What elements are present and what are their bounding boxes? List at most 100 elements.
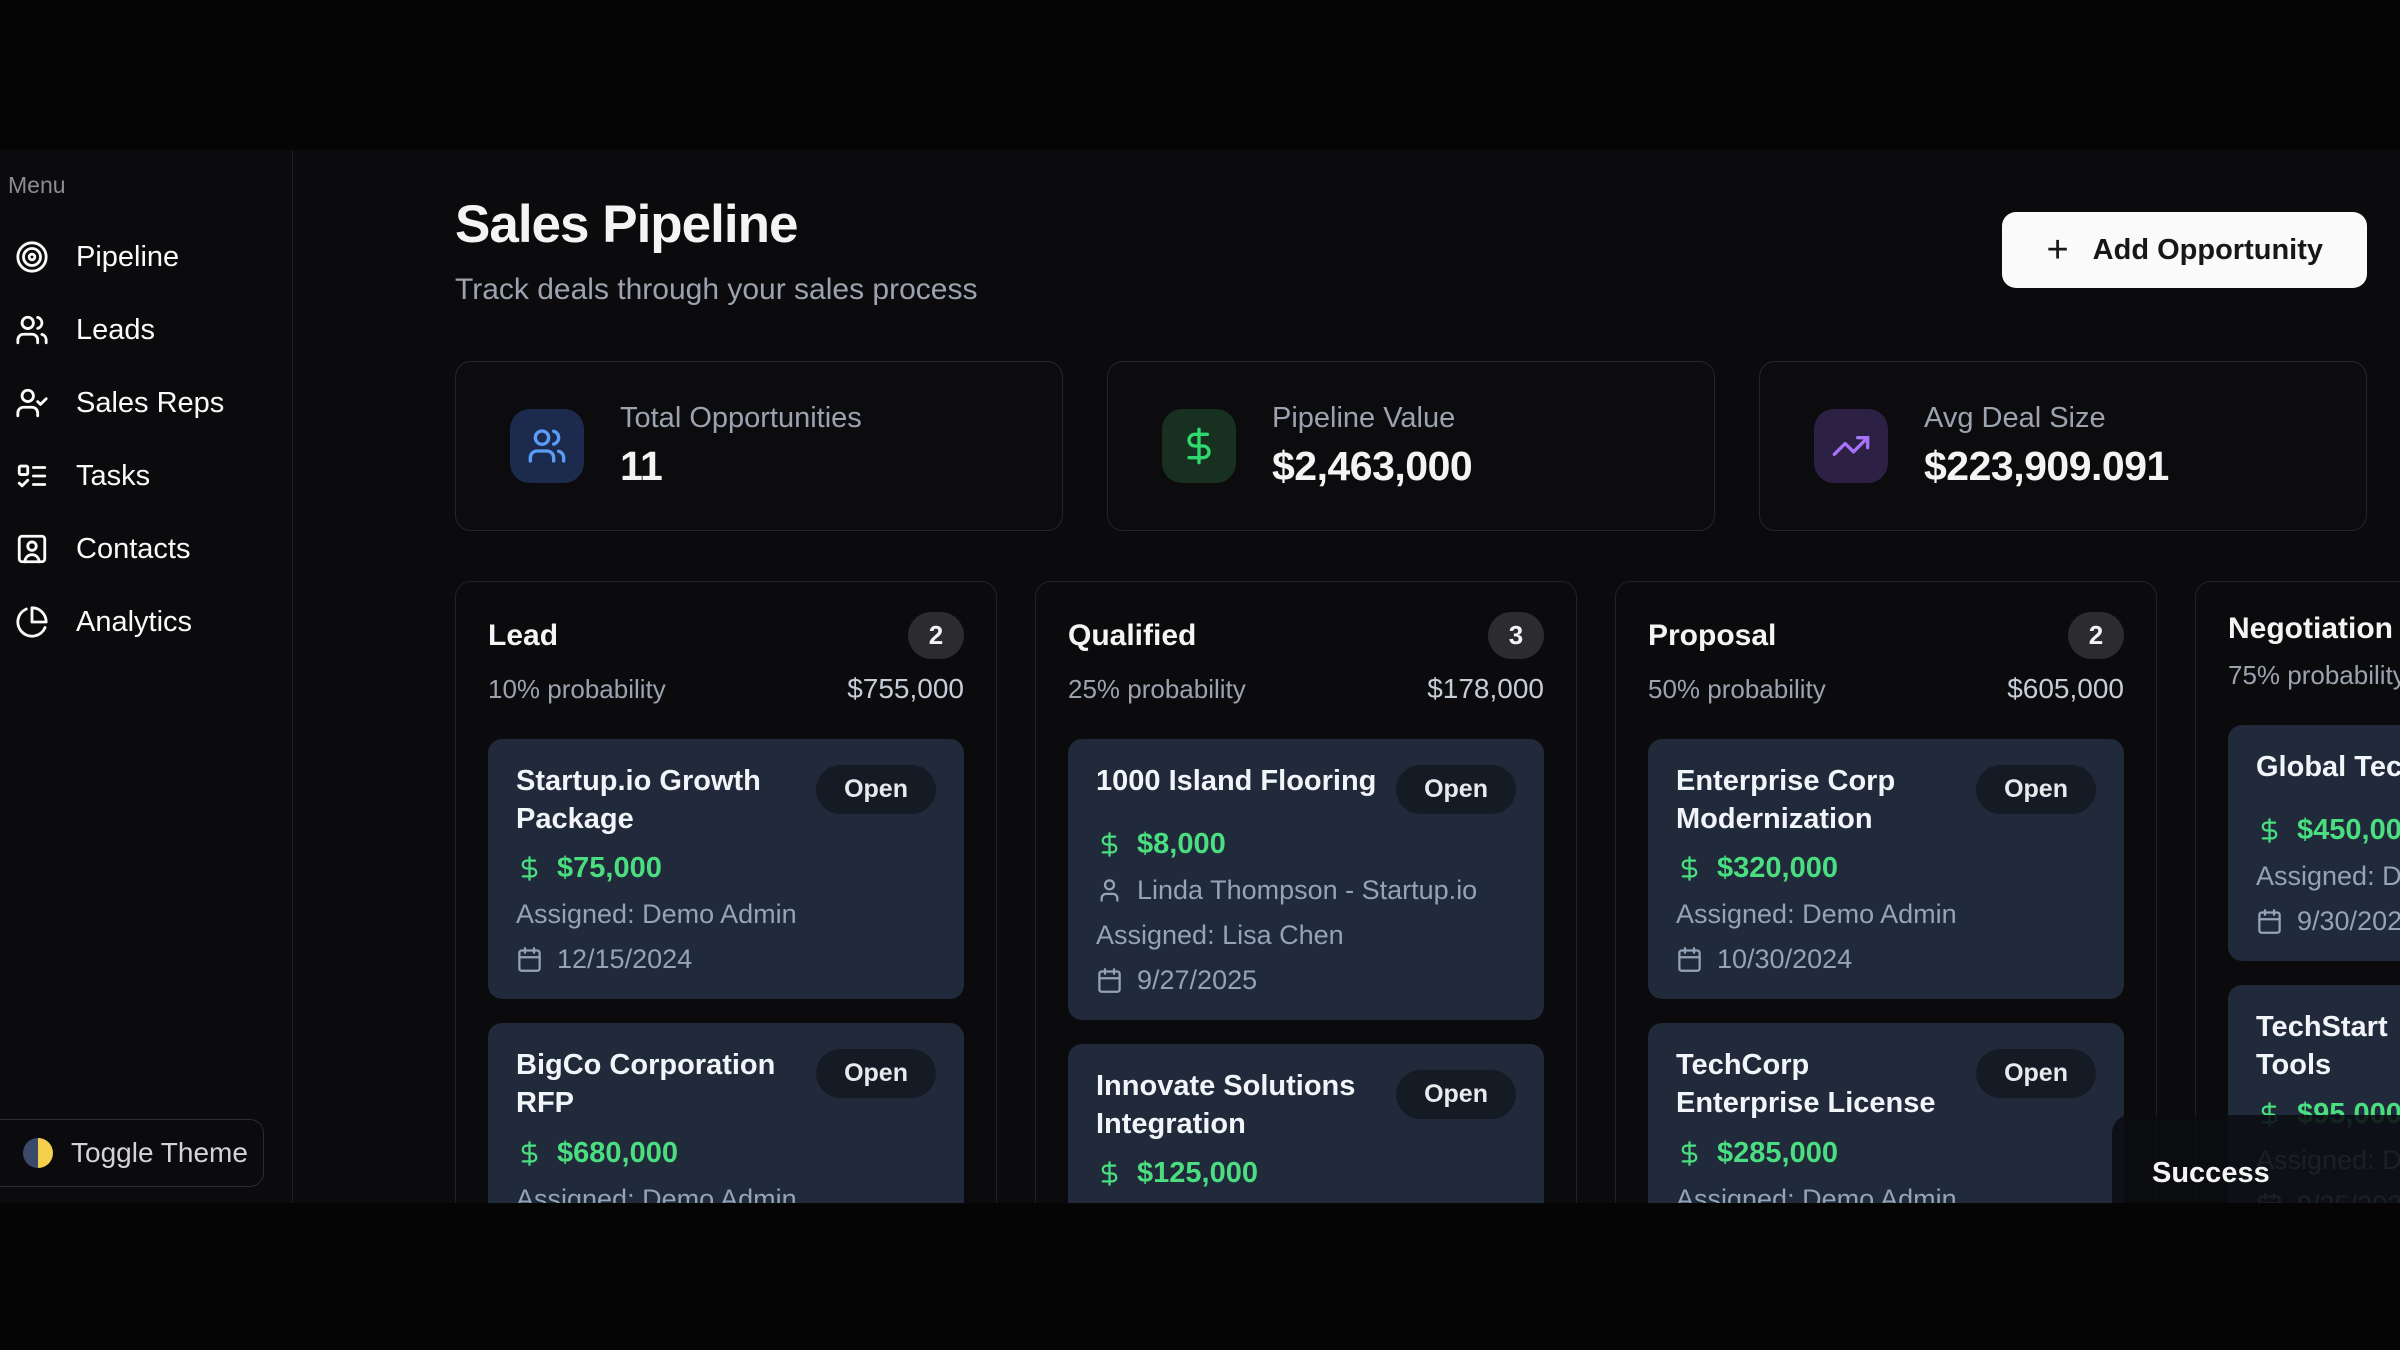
dollar-icon (516, 1140, 543, 1167)
status-badge: Open (816, 765, 936, 814)
add-opportunity-button[interactable]: + Add Opportunity (2002, 212, 2367, 288)
column-title: Negotiation (2228, 612, 2393, 645)
column-total: $755,000 (847, 673, 964, 704)
trending-up-icon (1814, 409, 1888, 483)
opportunity-card[interactable]: TechCorp Enterprise License Open $285,00… (1648, 1023, 2124, 1203)
sidebar-item-label: Leads (76, 313, 156, 346)
card-assigned: Assigned: Demo Admin (1676, 899, 1957, 930)
opportunity-card[interactable]: 1000 Island Flooring Open $8,000 Linda T… (1068, 739, 1544, 1020)
card-assigned: Assigned: Demo Admin (1676, 1183, 1957, 1203)
user-check-icon (14, 385, 50, 421)
column-probability: 25% probability (1068, 673, 1246, 704)
users-icon (14, 312, 50, 348)
users-icon (510, 409, 584, 483)
card-value: $450,000 (2297, 814, 2400, 846)
opportunity-card[interactable]: Startup.io Growth Package Open $75,000 A… (488, 739, 964, 1000)
column-probability: 75% probability (2228, 660, 2400, 690)
toggle-theme-button[interactable]: Toggle Theme (0, 1119, 264, 1187)
page-title: Sales Pipeline (455, 195, 798, 254)
dollar-icon (2256, 817, 2283, 844)
sidebar-item-sales-reps[interactable]: Sales Reps (6, 375, 292, 431)
dollar-icon (516, 855, 543, 882)
card-title: 1000 Island Flooring (1096, 765, 1377, 797)
opportunity-card[interactable]: Innovate Solutions Integration Open $125… (1068, 1044, 1544, 1203)
stat-card-pipeline-value: Pipeline Value $2,463,000 (1107, 361, 1715, 531)
dollar-icon (1162, 409, 1236, 483)
column-title: Qualified (1068, 618, 1197, 652)
calendar-icon (1676, 946, 1703, 973)
card-title: Innovate Solutions Integration (1096, 1070, 1356, 1140)
card-date: 9/27/2025 (1137, 965, 1258, 995)
card-date: 9/30/2025 (2297, 906, 2400, 936)
sidebar-menu-label: Menu (8, 172, 66, 198)
list-todo-icon (14, 458, 50, 494)
column-probability: 50% probability (1648, 673, 1826, 704)
stat-text: Pipeline Value $2,463,000 (1272, 402, 1473, 490)
column-negotiation: Negotiation 75% probability Global Tech … (2195, 581, 2400, 1203)
card-title: Startup.io Growth Package (516, 765, 761, 835)
pie-chart-icon (14, 604, 50, 640)
status-badge: Open (1976, 1049, 2096, 1099)
add-opportunity-label: Add Opportunity (2092, 233, 2323, 266)
stat-text: Avg Deal Size $223,909.091 (1924, 402, 2169, 490)
stat-card-total-opportunities: Total Opportunities 11 (455, 361, 1063, 531)
calendar-icon (516, 946, 543, 973)
sidebar-item-label: Tasks (76, 459, 151, 492)
card-value: $285,000 (1717, 1136, 1838, 1169)
opportunity-card[interactable]: Enterprise Corp Modernization Open $320,… (1648, 739, 2124, 1000)
card-title: BigCo Corporation RFP (516, 1049, 776, 1120)
column-title: Lead (488, 618, 559, 652)
card-assigned: Assigned: Demo Admin (2256, 861, 2400, 891)
column-lead: Lead 2 10% probability $755,000 Startup.… (455, 581, 997, 1203)
stats-row: Total Opportunities 11 Pipeline Value $2… (455, 361, 2400, 531)
column-total: $178,000 (1427, 673, 1544, 704)
toggle-theme-label: Toggle Theme (71, 1137, 248, 1168)
stat-value: $2,463,000 (1272, 443, 1473, 489)
sidebar-item-analytics[interactable]: Analytics (6, 594, 292, 650)
success-toast: Success (2112, 1115, 2400, 1203)
card-title: Global Tech (2256, 751, 2400, 783)
status-badge: Open (816, 1049, 936, 1099)
card-value: $680,000 (557, 1136, 678, 1169)
status-badge: Open (1396, 765, 1516, 814)
sidebar-item-label: Sales Reps (76, 386, 225, 419)
card-assigned: Assigned: Demo Admin (516, 1183, 797, 1203)
sidebar-item-label: Pipeline (76, 240, 180, 273)
sidebar-item-tasks[interactable]: Tasks (6, 448, 292, 504)
stat-card-avg-deal-size: Avg Deal Size $223,909.091 (1759, 361, 2367, 531)
card-title: Enterprise Corp Modernization (1676, 765, 1896, 835)
card-value: $320,000 (1717, 852, 1838, 885)
sidebar-item-contacts[interactable]: Contacts (6, 521, 292, 577)
stat-label: Pipeline Value (1272, 402, 1456, 434)
column-probability: 10% probability (488, 673, 666, 704)
opportunity-card[interactable]: Global Tech Open $450,000 Assigned: Demo… (2228, 725, 2400, 961)
card-value: $75,000 (557, 852, 662, 885)
sidebar-item-label: Analytics (76, 605, 193, 638)
sidebar-item-leads[interactable]: Leads (6, 302, 292, 358)
sidebar-item-pipeline[interactable]: Pipeline (6, 229, 292, 285)
contact-card-icon (14, 531, 50, 567)
pipeline-board: Lead 2 10% probability $755,000 Startup.… (455, 581, 2400, 1203)
calendar-icon (2256, 908, 2283, 935)
opportunity-card[interactable]: BigCo Corporation RFP Open $680,000 Assi… (488, 1023, 964, 1203)
column-proposal: Proposal 2 50% probability $605,000 Ente… (1615, 581, 2157, 1203)
stat-label: Avg Deal Size (1924, 402, 2106, 434)
card-date: 12/15/2024 (557, 944, 693, 975)
toast-message: Success (2152, 1157, 2270, 1189)
sidebar: Menu Pipeline Leads Sales Reps Tasks Con… (0, 150, 293, 1203)
dollar-icon (1676, 855, 1703, 882)
dollar-icon (1676, 1140, 1703, 1167)
stat-value: $223,909.091 (1924, 443, 2169, 489)
user-icon (1096, 877, 1123, 904)
stat-label: Total Opportunities (620, 402, 862, 434)
card-assigned: Assigned: Demo Admin (516, 899, 797, 930)
card-title: TechCorp Enterprise License (1676, 1049, 1936, 1120)
page-header: Sales Pipeline Track deals through your … (455, 194, 2400, 307)
calendar-icon (1096, 967, 1123, 994)
dollar-icon (1096, 1160, 1123, 1187)
sidebar-item-label: Contacts (76, 532, 191, 565)
target-icon (14, 239, 50, 275)
app-window: Menu Pipeline Leads Sales Reps Tasks Con… (0, 150, 2400, 1203)
moon-icon (23, 1138, 53, 1168)
stat-text: Total Opportunities 11 (620, 402, 862, 490)
